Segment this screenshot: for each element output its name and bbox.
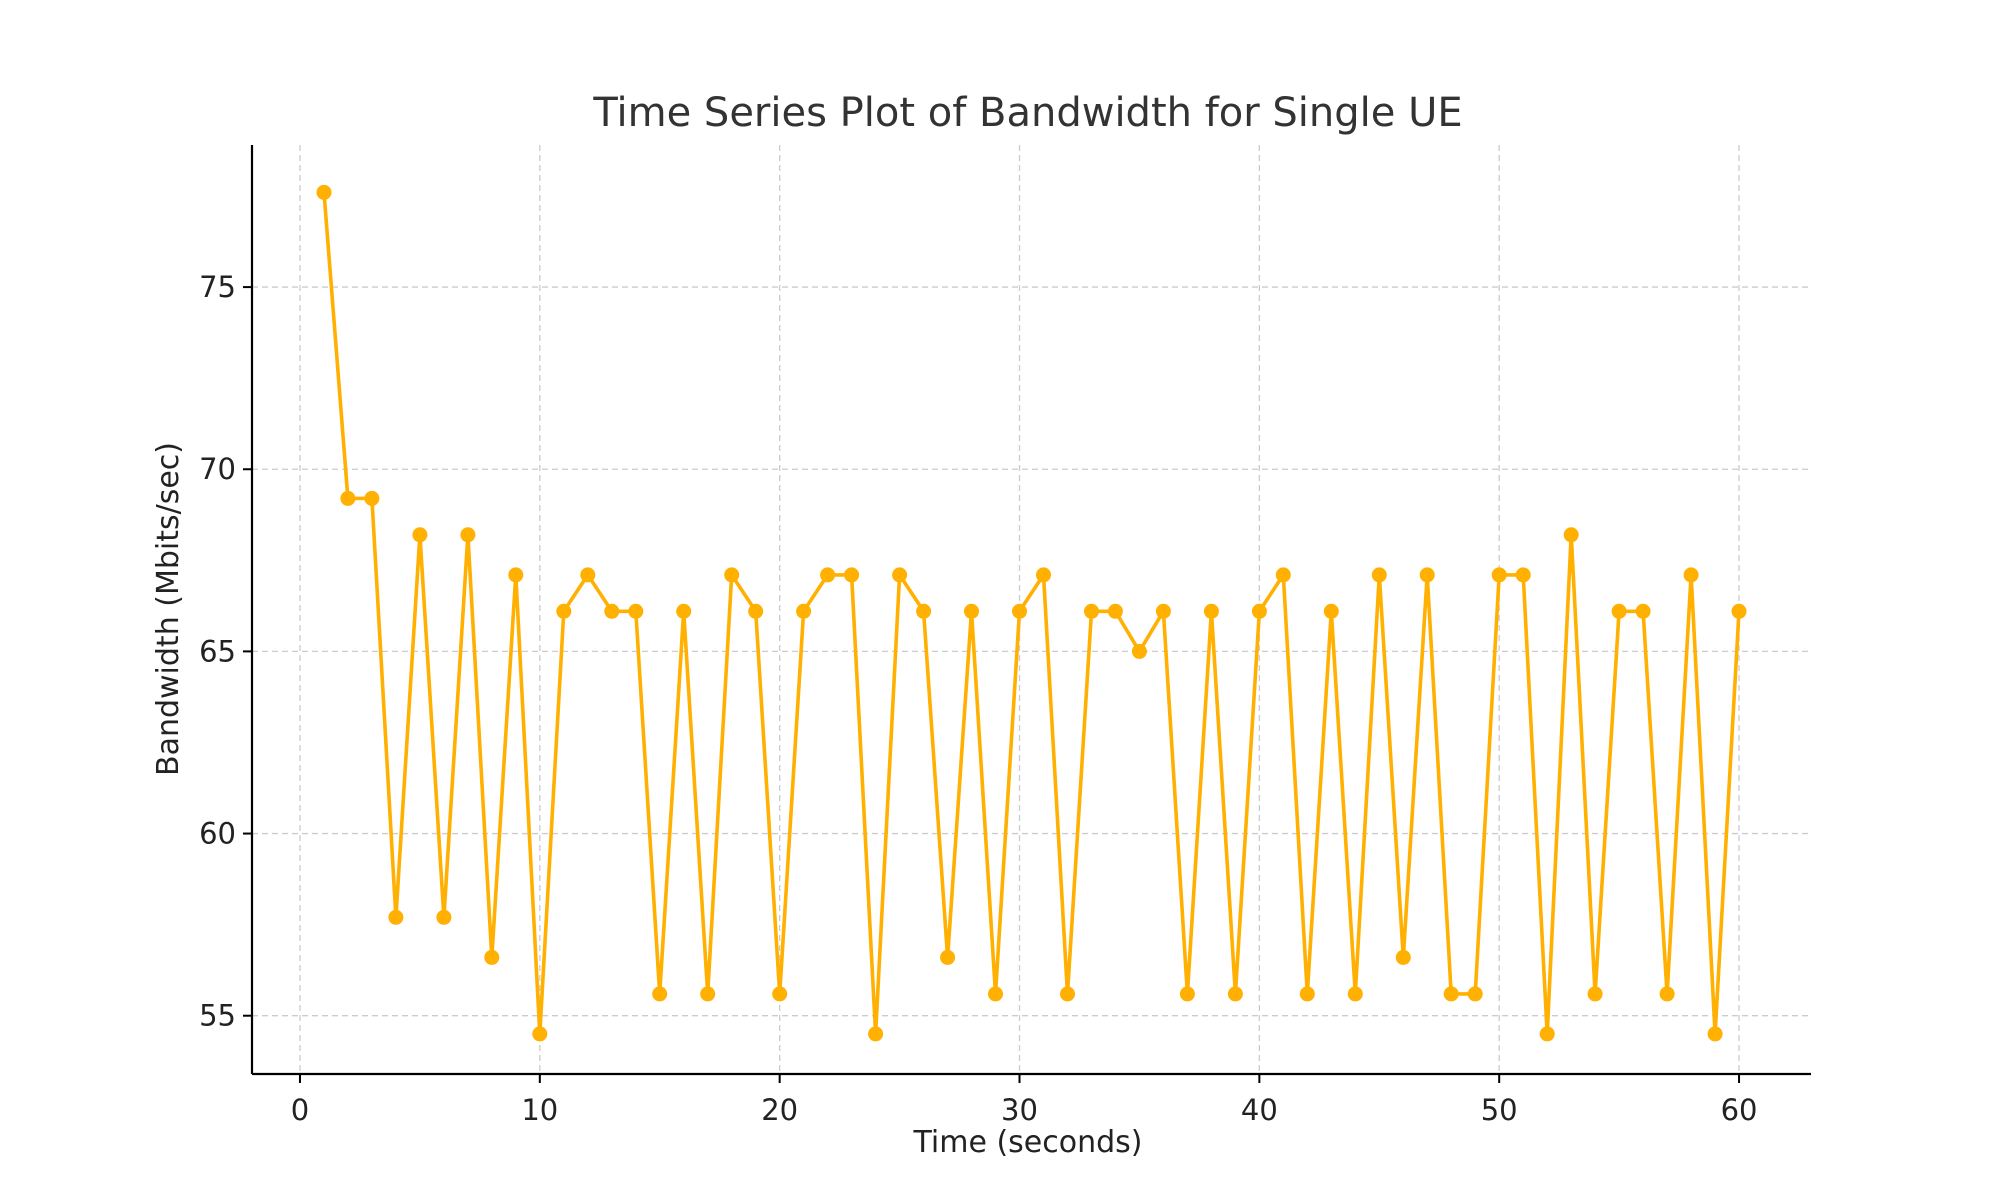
x-tick-label-40: 40 — [1241, 1093, 1278, 1127]
data-point-1 — [316, 184, 332, 200]
data-point-24 — [868, 1026, 884, 1042]
x-tick-label-10: 10 — [521, 1093, 558, 1127]
data-point-17 — [700, 986, 716, 1002]
data-point-43 — [1323, 603, 1339, 619]
data-point-11 — [556, 603, 572, 619]
data-point-15 — [652, 986, 668, 1002]
y-tick-label-75: 75 — [199, 270, 236, 304]
data-point-2 — [340, 490, 356, 506]
data-point-14 — [628, 603, 644, 619]
series-bandwidth — [316, 184, 1747, 1042]
data-point-12 — [580, 567, 596, 583]
y-tick-label-70: 70 — [199, 452, 236, 486]
data-point-8 — [484, 949, 500, 965]
grid-lines — [252, 145, 1811, 1074]
data-point-3 — [364, 490, 380, 506]
y-tick-label-60: 60 — [199, 817, 236, 851]
data-point-50 — [1491, 567, 1507, 583]
data-point-23 — [844, 567, 860, 583]
x-axis-label: Time (seconds) — [913, 1125, 1143, 1160]
data-point-51 — [1515, 567, 1531, 583]
data-point-59 — [1707, 1026, 1723, 1042]
tick-labels: 0 10 20 30 40 50 60 55 60 65 70 75 — [199, 270, 1757, 1127]
data-point-37 — [1179, 986, 1195, 1002]
y-tick-label-65: 65 — [199, 634, 236, 668]
data-point-47 — [1419, 567, 1435, 583]
data-point-39 — [1227, 986, 1243, 1002]
data-point-57 — [1659, 986, 1675, 1002]
y-tick-label-55: 55 — [199, 999, 236, 1033]
data-point-41 — [1275, 567, 1291, 583]
data-point-13 — [604, 603, 620, 619]
x-tick-label-20: 20 — [761, 1093, 798, 1127]
data-point-35 — [1131, 643, 1147, 659]
data-point-26 — [916, 603, 932, 619]
data-point-46 — [1395, 949, 1411, 965]
data-point-38 — [1203, 603, 1219, 619]
data-point-19 — [748, 603, 764, 619]
data-point-4 — [388, 909, 404, 925]
data-point-29 — [988, 986, 1003, 1002]
data-point-20 — [772, 986, 788, 1002]
data-point-55 — [1611, 603, 1627, 619]
data-point-6 — [436, 909, 452, 925]
x-tick-label-50: 50 — [1481, 1093, 1518, 1127]
data-point-56 — [1635, 603, 1651, 619]
data-point-9 — [508, 567, 524, 583]
data-point-60 — [1731, 603, 1747, 619]
data-point-5 — [412, 527, 428, 543]
data-point-18 — [724, 567, 740, 583]
data-point-16 — [676, 603, 692, 619]
data-point-27 — [940, 949, 956, 965]
data-point-10 — [532, 1026, 548, 1042]
data-point-30 — [1012, 603, 1027, 619]
data-point-49 — [1467, 986, 1483, 1002]
data-point-22 — [820, 567, 836, 583]
data-point-31 — [1036, 567, 1051, 583]
data-point-32 — [1060, 986, 1075, 1002]
data-point-54 — [1587, 986, 1603, 1002]
data-point-36 — [1155, 603, 1171, 619]
data-point-44 — [1347, 986, 1363, 1002]
data-point-52 — [1539, 1026, 1555, 1042]
data-point-45 — [1371, 567, 1387, 583]
data-point-53 — [1563, 527, 1579, 543]
data-point-42 — [1299, 986, 1315, 1002]
data-point-28 — [964, 603, 979, 619]
data-point-48 — [1443, 986, 1459, 1002]
y-axis-label: Bandwidth (Mbits/sec) — [151, 442, 186, 776]
x-tick-label-0: 0 — [291, 1093, 309, 1127]
series-line-0 — [322, 192, 1741, 1036]
data-point-21 — [796, 603, 812, 619]
data-point-34 — [1107, 603, 1123, 619]
data-point-33 — [1084, 603, 1099, 619]
data-point-58 — [1683, 567, 1699, 583]
data-point-40 — [1251, 603, 1267, 619]
data-point-25 — [892, 567, 908, 583]
data-point-7 — [460, 527, 476, 543]
axes — [243, 145, 1811, 1083]
x-tick-label-30: 30 — [1001, 1093, 1038, 1127]
x-tick-label-60: 60 — [1721, 1093, 1758, 1127]
chart-title: Time Series Plot of Bandwidth for Single… — [592, 90, 1462, 136]
